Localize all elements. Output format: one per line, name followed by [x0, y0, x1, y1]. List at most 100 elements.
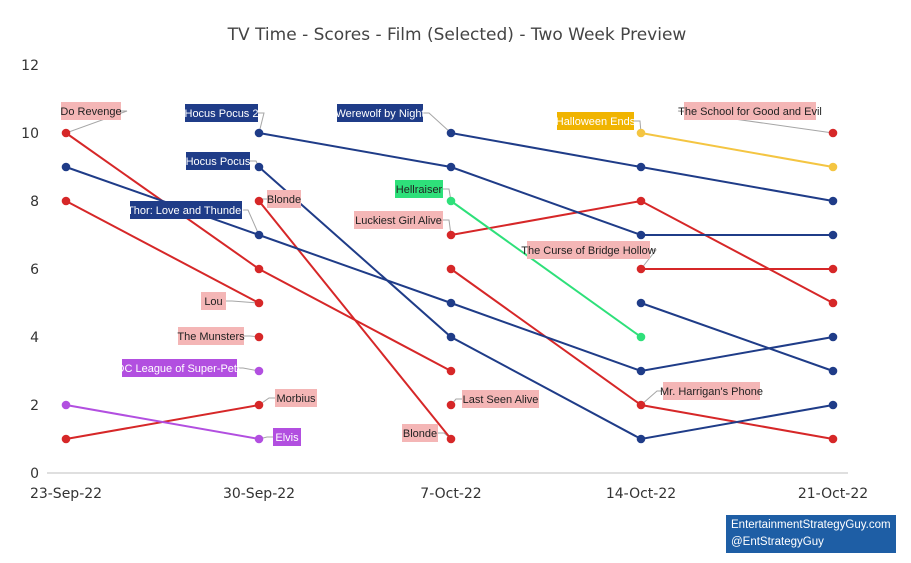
data-point	[61, 162, 71, 172]
y-tick-label: 10	[21, 126, 39, 142]
label-leader-line	[677, 110, 834, 134]
series-label-box	[201, 292, 226, 310]
data-point	[636, 128, 646, 138]
series-line	[450, 268, 834, 440]
label-leader-line	[443, 219, 452, 236]
series-label-text: Hocus Pocus	[186, 156, 251, 168]
data-point	[254, 298, 264, 308]
data-point	[61, 434, 71, 444]
series-label-box	[267, 190, 301, 208]
label-leader-line	[226, 300, 260, 304]
label-leader-line	[640, 249, 658, 270]
series-label-text: Elvis	[275, 432, 299, 444]
title-labels: Do Revenge Hocus Pocus 2 Hocus Pocus Thor: …	[60, 102, 822, 446]
series-label-text: The School for Good and Evil	[678, 106, 822, 118]
series-label-text: Morbius	[276, 393, 316, 405]
data-point	[61, 196, 71, 206]
data-point	[636, 366, 646, 376]
label-leader-line	[423, 112, 452, 134]
data-point	[254, 400, 264, 410]
data-point	[636, 400, 646, 410]
data-point	[828, 366, 838, 376]
credit-box: EntertainmentStrategyGuy.com @EntStrateg…	[726, 515, 896, 553]
series-label-box	[684, 102, 816, 120]
series-label: Mr. Harrigan's Phone	[660, 382, 763, 400]
data-point	[254, 128, 264, 138]
series-label: Morbius	[275, 389, 317, 407]
series-line	[258, 132, 833, 236]
series-label-box	[122, 359, 237, 377]
series-label-text: Do Revenge	[60, 106, 121, 118]
series-label: The Munsters	[177, 327, 245, 345]
series-label-box	[186, 152, 250, 170]
x-tick-label: 30-Sep-22	[223, 486, 295, 502]
series-label: Hocus Pocus	[186, 152, 251, 170]
series-line	[258, 200, 452, 440]
series-label-text: Halloween Ends	[556, 116, 636, 128]
x-tick-label: 14-Oct-22	[606, 486, 676, 502]
series-label-text: Mr. Harrigan's Phone	[660, 386, 763, 398]
data-point	[254, 196, 264, 206]
data-point	[446, 162, 456, 172]
data-point	[636, 162, 646, 172]
series-label-box	[527, 241, 650, 259]
series-line	[65, 404, 260, 440]
data-point	[254, 230, 264, 240]
series-label: DC League of Super-Pets	[117, 359, 243, 377]
data-point	[446, 196, 456, 206]
series-label-box	[178, 327, 244, 345]
x-tick-label: 21-Oct-22	[798, 486, 868, 502]
series-label-box	[354, 211, 443, 229]
data-point	[636, 264, 646, 274]
data-point	[61, 400, 71, 410]
data-point	[828, 230, 838, 240]
series-label-box	[557, 112, 634, 130]
data-point	[636, 230, 646, 240]
series-label-box	[61, 102, 121, 120]
data-point	[636, 332, 646, 342]
data-point	[446, 400, 456, 410]
series-label-text: Luckiest Girl Alive	[355, 215, 442, 227]
series-label-box	[663, 382, 760, 400]
data-point	[254, 332, 264, 342]
data-point	[828, 162, 838, 172]
data-point	[828, 128, 838, 138]
y-axis-labels: 0 2 4 6 8 10 12	[21, 58, 39, 482]
series-label-text: Blonde	[403, 428, 437, 440]
series-label: Blonde	[402, 424, 438, 442]
series-label: Do Revenge	[60, 102, 122, 120]
series-label-text: Hellraiser	[396, 184, 443, 196]
series-label: Thor: Love and Thunder	[127, 201, 245, 219]
series-label: Last Seen Alive	[462, 390, 539, 408]
data-point	[828, 298, 838, 308]
data-point	[61, 128, 71, 138]
series-label-box	[462, 390, 539, 408]
series-label-box	[337, 104, 423, 122]
x-axis-labels: 23-Sep-22 30-Sep-22 7-Oct-22 14-Oct-22 21-Oc…	[30, 486, 868, 502]
label-leaders	[65, 110, 834, 440]
series-label-box	[395, 180, 443, 198]
y-tick-label: 2	[30, 398, 39, 414]
data-point	[828, 434, 838, 444]
series-label: Hocus Pocus 2	[185, 104, 258, 122]
series-points	[61, 128, 838, 444]
data-point	[446, 366, 456, 376]
y-tick-label: 12	[21, 58, 39, 74]
series-label: Halloween Ends	[556, 112, 636, 130]
data-point	[446, 434, 456, 444]
series-line	[640, 132, 834, 168]
series-label: Werewolf by Night	[335, 104, 425, 122]
series-label-text: The Curse of Bridge Hollow	[521, 245, 656, 257]
data-point	[828, 332, 838, 342]
series-line	[450, 200, 642, 338]
series-label: Luckiest Girl Alive	[354, 211, 443, 229]
data-point	[636, 434, 646, 444]
data-point	[636, 196, 646, 206]
x-tick-label: 23-Sep-22	[30, 486, 102, 502]
chart-title: TV Time - Scores - Film (Selected) - Two…	[227, 25, 687, 45]
data-point	[446, 298, 456, 308]
series-label: The Curse of Bridge Hollow	[521, 241, 656, 259]
series-label-text: Blonde	[267, 194, 301, 206]
label-leader-line	[242, 209, 260, 236]
